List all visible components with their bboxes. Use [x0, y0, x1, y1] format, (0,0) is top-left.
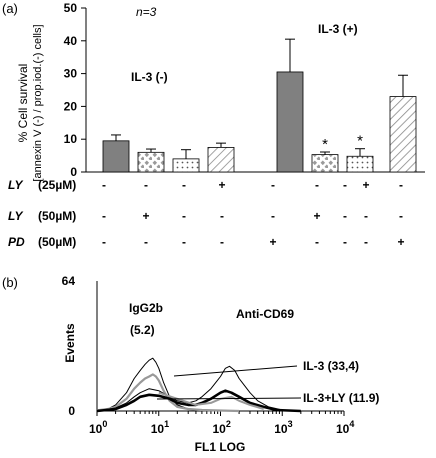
annotation-il3-minus: IL-3 (-) — [131, 70, 168, 84]
significance-marker: * — [357, 133, 363, 150]
y-tick-label: 10 — [64, 132, 78, 146]
histogram-curve-2 — [96, 365, 301, 412]
isotype-label: IgG2b — [129, 301, 163, 315]
histogram-curve-0 — [96, 357, 240, 412]
bar — [102, 140, 130, 173]
histogram-curve-3 — [96, 389, 301, 413]
x-tick-label: 102 — [213, 419, 231, 436]
x-tick-base: 10 — [151, 422, 165, 436]
x-tick-base: 10 — [89, 422, 103, 436]
x-tick-exponent: 0 — [102, 419, 107, 429]
bar — [311, 154, 339, 173]
x-tick-base: 10 — [336, 422, 350, 436]
y-ticks: 0 10 20 30 40 50 — [64, 1, 86, 179]
y-tick-label: 50 — [64, 1, 78, 15]
leader-line-il3 — [173, 365, 298, 377]
y-tick-label: 30 — [64, 67, 78, 81]
panel-a-label: (a) — [2, 1, 18, 16]
treatment-sign: - — [315, 178, 319, 192]
x-tick-label: 101 — [151, 419, 169, 436]
treatment-sign: - — [271, 209, 275, 223]
panel-b-label: (b) — [2, 275, 18, 290]
histogram-curves — [96, 357, 301, 413]
x-tick-exponent: 2 — [226, 419, 231, 429]
treatment-sign: + — [313, 209, 320, 223]
x-tick-label: 104 — [336, 419, 354, 436]
leader-line-il3-ly — [156, 397, 302, 400]
treatment-sign: - — [144, 235, 148, 249]
events-axis-label: Events — [63, 323, 77, 363]
treatment-sign: - — [343, 235, 347, 249]
panel-a: (a) n=3 IL-3 (-) IL-3 (+) % Cell surviva… — [2, 1, 425, 249]
treatment-sign: + — [269, 235, 276, 249]
x-tick-exponent: 4 — [349, 419, 354, 429]
treatment-sign: - — [343, 209, 347, 223]
x-tick-exponent: 1 — [164, 419, 169, 429]
treatment-drug-label: PD — [8, 235, 25, 249]
isotype-value: (5.2) — [130, 323, 155, 337]
histogram-curve-1 — [96, 373, 240, 413]
y-axis-label-line1: % Cell survival — [16, 64, 30, 143]
x-tick-label: 100 — [89, 419, 107, 436]
treatment-sign: - — [315, 235, 319, 249]
treatment-dose-label: (25µM) — [38, 178, 76, 192]
treatment-dose-label: (50µM) — [38, 209, 76, 223]
treatment-dose-label: (50µM) — [38, 235, 76, 249]
y-tick-label: 64 — [62, 274, 76, 288]
bar — [172, 158, 200, 173]
series-label-il3-ly: IL-3+LY (11.9) — [303, 391, 379, 405]
treatment-sign: - — [182, 178, 186, 192]
treatment-sign: - — [220, 235, 224, 249]
treatment-sign: - — [399, 209, 403, 223]
n-label: n=3 — [136, 5, 157, 19]
y-tick-label: 20 — [64, 99, 78, 113]
treatment-sign: + — [218, 178, 225, 192]
treatment-sign: - — [364, 235, 368, 249]
y-axis-label-line2: [annexin V (-) / prop.iod.(-) cells] — [32, 24, 44, 181]
treatment-sign: - — [144, 178, 148, 192]
antibody-label: Anti-CD69 — [236, 307, 294, 321]
x-tick-base: 10 — [274, 422, 288, 436]
x-tick-label: 103 — [274, 419, 292, 436]
treatment-sign: - — [182, 209, 186, 223]
y-tick-label: 0 — [68, 404, 75, 418]
x-tick-exponent: 3 — [288, 419, 293, 429]
fl1-axis-label: FL1 LOG — [195, 440, 246, 454]
treatment-table: LY (25µM) - - - + - - - + - LY (50µM) - + - - - + - - - PD (50µ… — [8, 178, 405, 249]
significance-marker: * — [322, 136, 328, 153]
treatment-drug-label: LY — [8, 178, 23, 192]
bars: * * — [102, 38, 417, 173]
treatment-sign: - — [220, 209, 224, 223]
treatment-sign: - — [343, 178, 347, 192]
bar — [137, 151, 165, 173]
annotation-il3-plus: IL-3 (+) — [318, 22, 358, 36]
treatment-sign: + — [142, 209, 149, 223]
treatment-drug-label: LY — [8, 209, 23, 223]
treatment-sign: - — [271, 178, 275, 192]
bar — [346, 155, 374, 173]
treatment-sign: + — [397, 235, 404, 249]
bar — [207, 146, 235, 173]
y-tick-label: 0 — [70, 165, 77, 179]
y-tick-label: 40 — [64, 34, 78, 48]
y-axis-label: % Cell survival [annexin V (-) / prop.io… — [16, 24, 44, 181]
x-tick-base: 10 — [213, 422, 227, 436]
bar — [276, 71, 304, 173]
treatment-sign: - — [102, 235, 106, 249]
treatment-sign: - — [102, 178, 106, 192]
treatment-sign: + — [362, 178, 369, 192]
treatment-sign: - — [102, 209, 106, 223]
treatment-sign: - — [399, 178, 403, 192]
series-label-il3: IL-3 (33,4) — [303, 359, 359, 373]
treatment-sign: - — [364, 209, 368, 223]
treatment-sign: - — [182, 235, 186, 249]
bar — [389, 96, 417, 173]
